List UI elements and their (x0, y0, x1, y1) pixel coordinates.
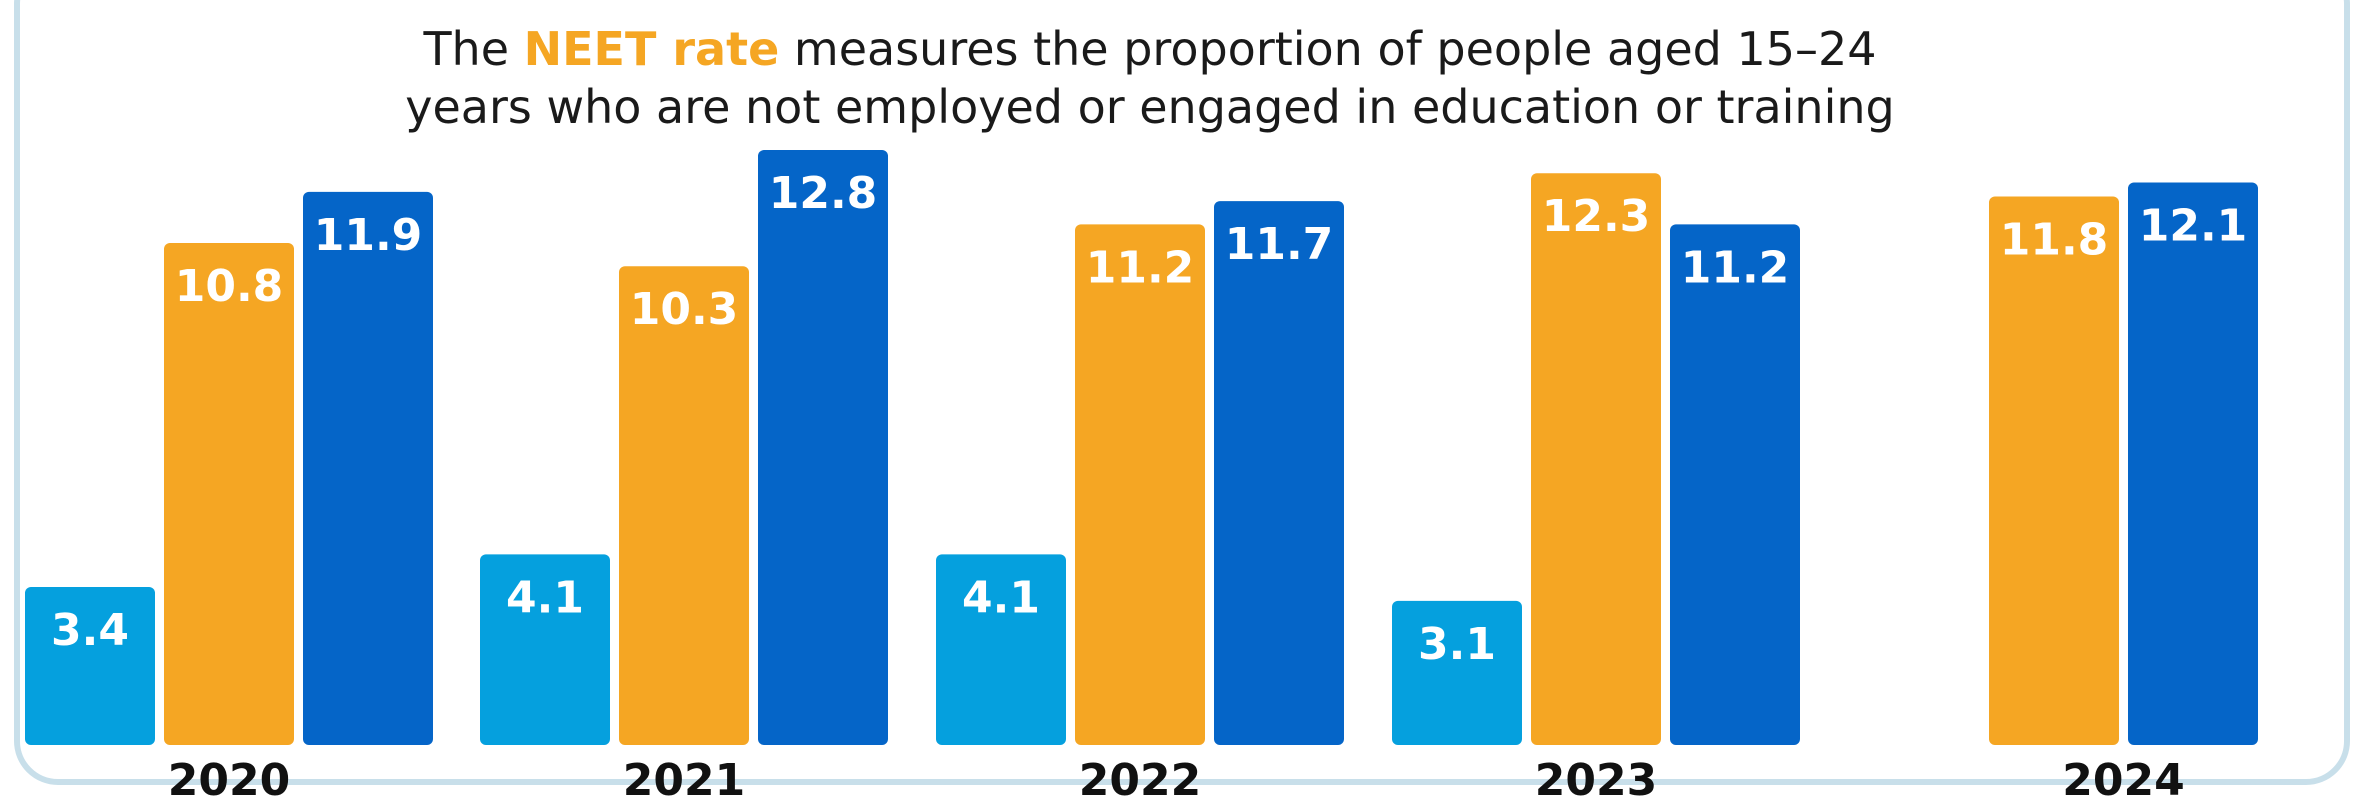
bar-2020-series-3 (303, 191, 433, 745)
bar-2023-series-2 (1531, 173, 1661, 745)
bar-2022-series-2 (1075, 224, 1205, 745)
data-label-2020-series-1: 3.4 (51, 605, 129, 656)
x-tick-label-2024: 2024 (2062, 755, 2184, 805)
data-label-2024-series-3: 12.1 (2139, 201, 2248, 252)
data-label-2024-series-2: 11.8 (2000, 214, 2109, 265)
data-label-2023-series-2: 12.3 (1542, 191, 1651, 242)
data-label-2023-series-1: 3.1 (1418, 619, 1496, 670)
title-prefix: The (423, 22, 524, 76)
x-tick-label-2022: 2022 (1079, 755, 1201, 805)
data-label-2023-series-3: 11.2 (1681, 242, 1790, 293)
data-label-2020-series-2: 10.8 (175, 261, 284, 312)
bar-2024-series-2 (1989, 196, 2119, 745)
title-highlight-neet-rate: NEET rate (523, 22, 780, 76)
bar-2021-series-1 (480, 554, 610, 745)
bar-2024-series-3 (2128, 182, 2258, 745)
x-tick-label-2023: 2023 (1535, 755, 1657, 805)
bar-2021-series-3 (758, 150, 888, 745)
bar-2023-series-1 (1392, 600, 1522, 745)
chart-title: The NEET rate measures the proportion of… (0, 20, 2300, 136)
bar-2022-series-3 (1214, 201, 1344, 745)
chart-frame (14, 0, 2350, 785)
data-label-2021-series-1: 4.1 (506, 572, 584, 623)
data-label-2021-series-2: 10.3 (630, 284, 739, 335)
data-label-2022-series-3: 11.7 (1225, 219, 1334, 270)
x-tick-label-2020: 2020 (168, 755, 290, 805)
title-line-1: The NEET rate measures the proportion of… (0, 20, 2300, 78)
title-line-1-rest: measures the proportion of people aged 1… (779, 22, 1877, 76)
bar-2023-series-3 (1670, 224, 1800, 745)
data-label-2022-series-1: 4.1 (962, 572, 1040, 623)
title-line-2: years who are not employed or engaged in… (405, 80, 1895, 134)
bar-2022-series-1 (936, 554, 1066, 745)
bar-2020-series-1 (25, 586, 155, 745)
x-tick-label-2021: 2021 (623, 755, 745, 805)
data-label-2022-series-2: 11.2 (1086, 242, 1195, 293)
data-label-2021-series-3: 12.8 (769, 168, 878, 219)
data-label-2020-series-3: 11.9 (314, 210, 423, 261)
bar-2020-series-2 (164, 242, 294, 745)
bar-2021-series-2 (619, 266, 749, 745)
